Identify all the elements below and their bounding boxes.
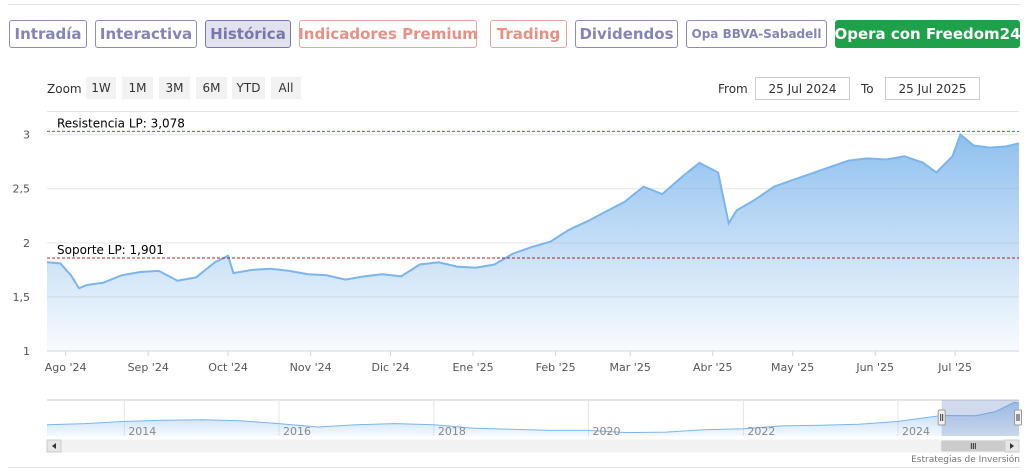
navigator-year-label: 2024 — [902, 425, 930, 438]
zoom-1m-button[interactable]: 1M — [122, 77, 153, 99]
tab-intradia[interactable]: Intradía — [9, 20, 87, 48]
tab-dividendos[interactable]: Dividendos — [575, 20, 678, 48]
zoom-6m-button[interactable]: 6M — [196, 77, 227, 99]
x-tick-label: Oct '24 — [208, 361, 248, 374]
to-date-input[interactable] — [885, 77, 980, 100]
scroll-left-arrow-icon — [52, 443, 56, 449]
zoom-all-button[interactable]: All — [271, 77, 301, 99]
navigator-year-label: 2016 — [283, 425, 311, 438]
support-label: Soporte LP: 1,901 — [57, 243, 164, 257]
zoom-label: Zoom — [47, 82, 82, 96]
tab-historica[interactable]: Histórica — [205, 20, 291, 48]
y-tick-label: 2,5 — [13, 183, 31, 196]
tab-interactiva[interactable]: Interactiva — [95, 20, 197, 48]
navigator-year-label: 2018 — [438, 425, 466, 438]
x-tick-label: Dic '24 — [371, 361, 409, 374]
tab-opa-bbva-sabadell[interactable]: Opa BBVA-Sabadell — [686, 20, 827, 48]
zoom-ytd-button[interactable]: YTD — [232, 77, 265, 99]
x-tick-label: Abr '25 — [693, 361, 733, 374]
resistance-label: Resistencia LP: 3,078 — [57, 116, 185, 130]
x-tick-label: May '25 — [771, 361, 814, 374]
scroll-right-arrow-icon — [1010, 443, 1014, 449]
navigator-area — [47, 402, 1019, 436]
price-line — [46, 132, 1020, 290]
tab-trading[interactable]: Trading — [490, 20, 567, 48]
zoom-1w-button[interactable]: 1W — [86, 77, 116, 99]
zoom-3m-button[interactable]: 3M — [159, 77, 190, 99]
y-tick-label: 3 — [23, 129, 30, 142]
x-tick-label: Jun '25 — [855, 361, 894, 374]
x-tick-label: Ene '25 — [452, 361, 493, 374]
x-tick-label: Ago '24 — [45, 361, 87, 374]
freedom24-cta-button[interactable]: Opera con Freedom24 — [834, 20, 1021, 48]
navigator-selection — [941, 400, 1019, 436]
y-tick-label: 2 — [23, 237, 30, 250]
navigator-line — [46, 401, 1020, 434]
y-tick-label: 1,5 — [13, 291, 31, 304]
x-tick-label: Mar '25 — [610, 361, 651, 374]
navigator-left-handle[interactable] — [937, 409, 946, 426]
price-area — [47, 134, 1019, 351]
navigator-right-handle[interactable] — [1014, 409, 1022, 426]
y-tick-label: 1 — [23, 345, 30, 358]
navigator-year-label: 2014 — [128, 425, 156, 438]
x-tick-label: Jul '25 — [937, 361, 972, 374]
credit-label: Estrategias de Inversión — [911, 455, 1020, 465]
scrollbar-track — [46, 439, 1020, 453]
chart-top-divider — [47, 111, 1019, 112]
navigator-year-label: 2020 — [593, 425, 621, 438]
x-tick-label: Feb '25 — [536, 361, 576, 374]
tab-indicadores-premium[interactable]: Indicadores Premium — [298, 20, 478, 48]
to-label: To — [861, 82, 874, 96]
x-tick-label: Nov '24 — [290, 361, 332, 374]
bottom-divider — [8, 467, 1020, 468]
x-tick-label: Sep '24 — [128, 361, 169, 374]
navigator-year-label: 2022 — [747, 425, 775, 438]
from-date-input[interactable] — [755, 77, 850, 100]
top-divider — [8, 4, 1020, 5]
from-label: From — [718, 82, 748, 96]
